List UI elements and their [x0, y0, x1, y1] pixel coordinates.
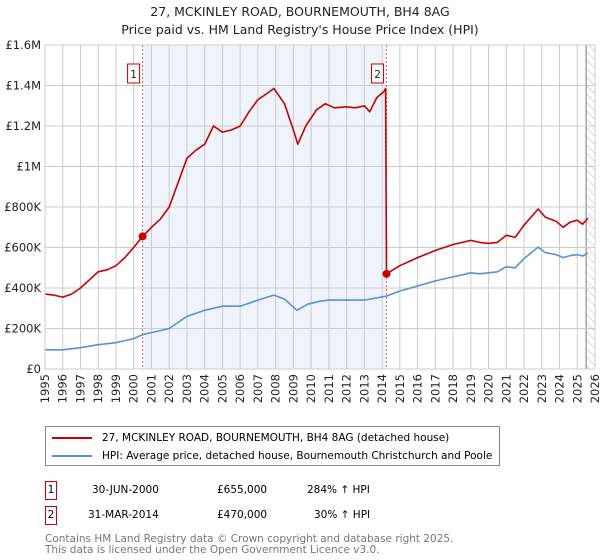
- transaction-badge: 2: [45, 506, 57, 525]
- transaction-hpi: 30% ↑ HPI: [314, 509, 371, 521]
- transaction-row: 1 30-JUN-2000 £655,000 284% ↑ HPI: [45, 481, 445, 501]
- hpi-series-line: [45, 246, 589, 351]
- y-tick-label: £0: [26, 362, 41, 376]
- x-tick-label: 2005: [215, 374, 229, 403]
- transaction-badge: 1: [45, 481, 57, 500]
- legend-item-hpi: HPI: Average price, detached house, Bour…: [52, 448, 492, 464]
- x-tick-label: 2010: [304, 374, 318, 403]
- x-tick-label: 2024: [553, 374, 567, 403]
- x-tick-label: 2002: [162, 374, 176, 403]
- y-tick-label: £1.4M: [5, 79, 41, 93]
- x-tick-label: 2012: [340, 374, 354, 403]
- price-chart: 27, MCKINLEY ROAD, BOURNEMOUTH, BH4 8AG …: [4, 4, 600, 403]
- sale-point: [382, 269, 391, 278]
- x-tick-label: 1996: [56, 374, 70, 403]
- x-tick-label: 2026: [588, 374, 600, 403]
- transaction-date: 31-MAR-2014: [88, 509, 159, 521]
- x-tick-label: 2001: [144, 374, 158, 403]
- x-tick-label: 1999: [109, 374, 123, 403]
- x-tick-label: 1997: [73, 374, 87, 403]
- legend-label: HPI: Average price, detached house, Bour…: [102, 450, 493, 462]
- x-tick-label: 1998: [91, 374, 105, 403]
- x-tick-label: 2011: [322, 374, 336, 403]
- x-tick-label: 2021: [499, 374, 513, 403]
- legend: 27, MCKINLEY ROAD, BOURNEMOUTH, BH4 8AG …: [45, 426, 500, 466]
- x-tick-label: 2025: [570, 374, 584, 403]
- marker-label-box: [127, 63, 141, 84]
- legend-swatch-blue: [52, 455, 92, 457]
- legend-item-property: 27, MCKINLEY ROAD, BOURNEMOUTH, BH4 8AG …: [52, 430, 449, 446]
- x-tick-label: 2007: [251, 374, 265, 403]
- marker-label: 2: [374, 69, 381, 81]
- y-tick-label: £1M: [16, 160, 41, 174]
- plot-border: [44, 44, 596, 370]
- y-tick-label: £600K: [4, 241, 41, 255]
- x-tick-label: 2016: [411, 374, 425, 403]
- x-tick-label: 2004: [198, 374, 212, 403]
- property-series-line: [44, 87, 589, 298]
- y-tick-label: £1.6M: [5, 38, 41, 52]
- legend-swatch-red: [52, 437, 92, 439]
- sale-point: [138, 232, 147, 241]
- x-tick-label: 2019: [464, 374, 478, 403]
- transaction-price: £470,000: [217, 509, 268, 521]
- x-tick-label: 2020: [482, 374, 496, 403]
- y-tick-label: £800K: [4, 200, 41, 214]
- x-tick-label: 2009: [286, 374, 300, 403]
- transaction-price: £655,000: [217, 484, 268, 496]
- chart-title-line1: 27, MCKINLEY ROAD, BOURNEMOUTH, BH4 8AG: [150, 4, 449, 19]
- legend-label: 27, MCKINLEY ROAD, BOURNEMOUTH, BH4 8AG …: [102, 432, 450, 444]
- chart-title-line2: Price paid vs. HM Land Registry's House …: [121, 22, 478, 37]
- x-tick-label: 2000: [127, 374, 141, 403]
- transaction-hpi: 284% ↑ HPI: [307, 484, 370, 496]
- x-tick-label: 2014: [375, 374, 389, 403]
- x-tick-label: 2018: [446, 374, 460, 403]
- transaction-date: 30-JUN-2000: [92, 484, 159, 496]
- x-tick-label: 2006: [233, 374, 247, 403]
- footer-copyright: Contains HM Land Registry data © Crown c…: [45, 533, 454, 545]
- marker-label-box: [371, 63, 385, 84]
- transaction-row: 2 31-MAR-2014 £470,000 30% ↑ HPI: [45, 506, 445, 526]
- y-tick-label: £1.2M: [5, 119, 41, 133]
- x-tick-label: 2013: [357, 374, 371, 403]
- x-tick-label: 2008: [269, 374, 283, 403]
- y-tick-label: £400K: [4, 281, 41, 295]
- x-tick-label: 2003: [180, 374, 194, 403]
- x-tick-label: 1995: [38, 374, 52, 403]
- x-tick-label: 2015: [393, 374, 407, 403]
- x-tick-label: 2023: [535, 374, 549, 403]
- x-tick-label: 2022: [517, 374, 531, 403]
- footer-licence: This data is licensed under the Open Gov…: [45, 544, 380, 556]
- x-tick-label: 2017: [428, 374, 442, 403]
- y-tick-label: £200K: [4, 322, 41, 336]
- marker-label: 1: [130, 69, 137, 81]
